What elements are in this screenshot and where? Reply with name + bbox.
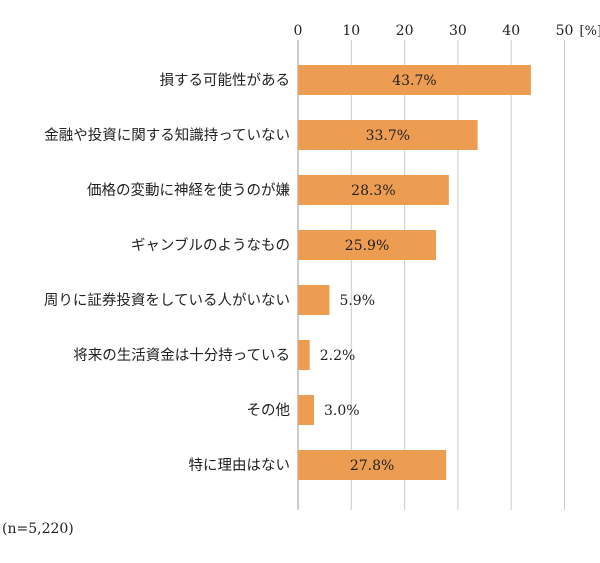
category-label-2: 価格の変動に神経を使うのが嫌: [87, 182, 290, 199]
x-axis-unit-label: [%]: [580, 24, 600, 39]
bar-4: [298, 285, 330, 315]
data-label-1: 33.7%: [366, 128, 410, 144]
x-tick-label-3: 30: [449, 23, 467, 39]
category-label-7: 特に理由はない: [189, 457, 291, 474]
category-label-6: その他: [247, 402, 291, 419]
data-label-3: 25.9%: [345, 238, 389, 254]
category-labels: 損する可能性がある金融や投資に関する知識持っていない価格の変動に神経を使うのが嫌…: [44, 72, 290, 474]
bar-7: [298, 450, 447, 480]
bar-5: [298, 340, 310, 370]
data-label-5: 2.2%: [320, 348, 356, 364]
x-tick-label-0: 0: [294, 23, 303, 39]
data-label-6: 3.0%: [324, 403, 360, 419]
grid-lines: [297, 40, 565, 510]
data-label-0: 43.7%: [392, 73, 436, 89]
bar-1: [298, 120, 478, 150]
x-tick-label-1: 10: [342, 23, 360, 39]
data-label-4: 5.9%: [339, 293, 375, 309]
bar-6: [298, 395, 314, 425]
data-label-2: 28.3%: [351, 183, 395, 199]
data-label-7: 27.8%: [350, 458, 394, 474]
x-tick-label-2: 20: [396, 23, 414, 39]
x-tick-label-5: 50: [556, 23, 574, 39]
category-label-4: 周りに証券投資をしている人がいない: [44, 292, 290, 309]
category-label-0: 損する可能性がある: [160, 72, 291, 89]
data-labels: 43.7% 33.7% 28.3% 25.9% 5.9% 2.2% 3.0% 27.8%: [320, 73, 437, 474]
bars: [298, 65, 531, 480]
bar-3: [298, 230, 437, 260]
category-label-3: ギャンブルのようなもの: [131, 236, 290, 254]
sample-size-note: (n=5,220): [2, 521, 74, 537]
category-label-5: 将来の生活資金は十分持っている: [73, 347, 290, 364]
category-label-1: 金融や投資に関する知識持っていない: [44, 127, 290, 144]
bar-2: [298, 175, 449, 205]
bar-0: [298, 65, 531, 95]
x-tick-label-4: 40: [502, 23, 520, 39]
x-axis-ticks: 0 10 20 30 40 50 [%]: [294, 23, 600, 39]
